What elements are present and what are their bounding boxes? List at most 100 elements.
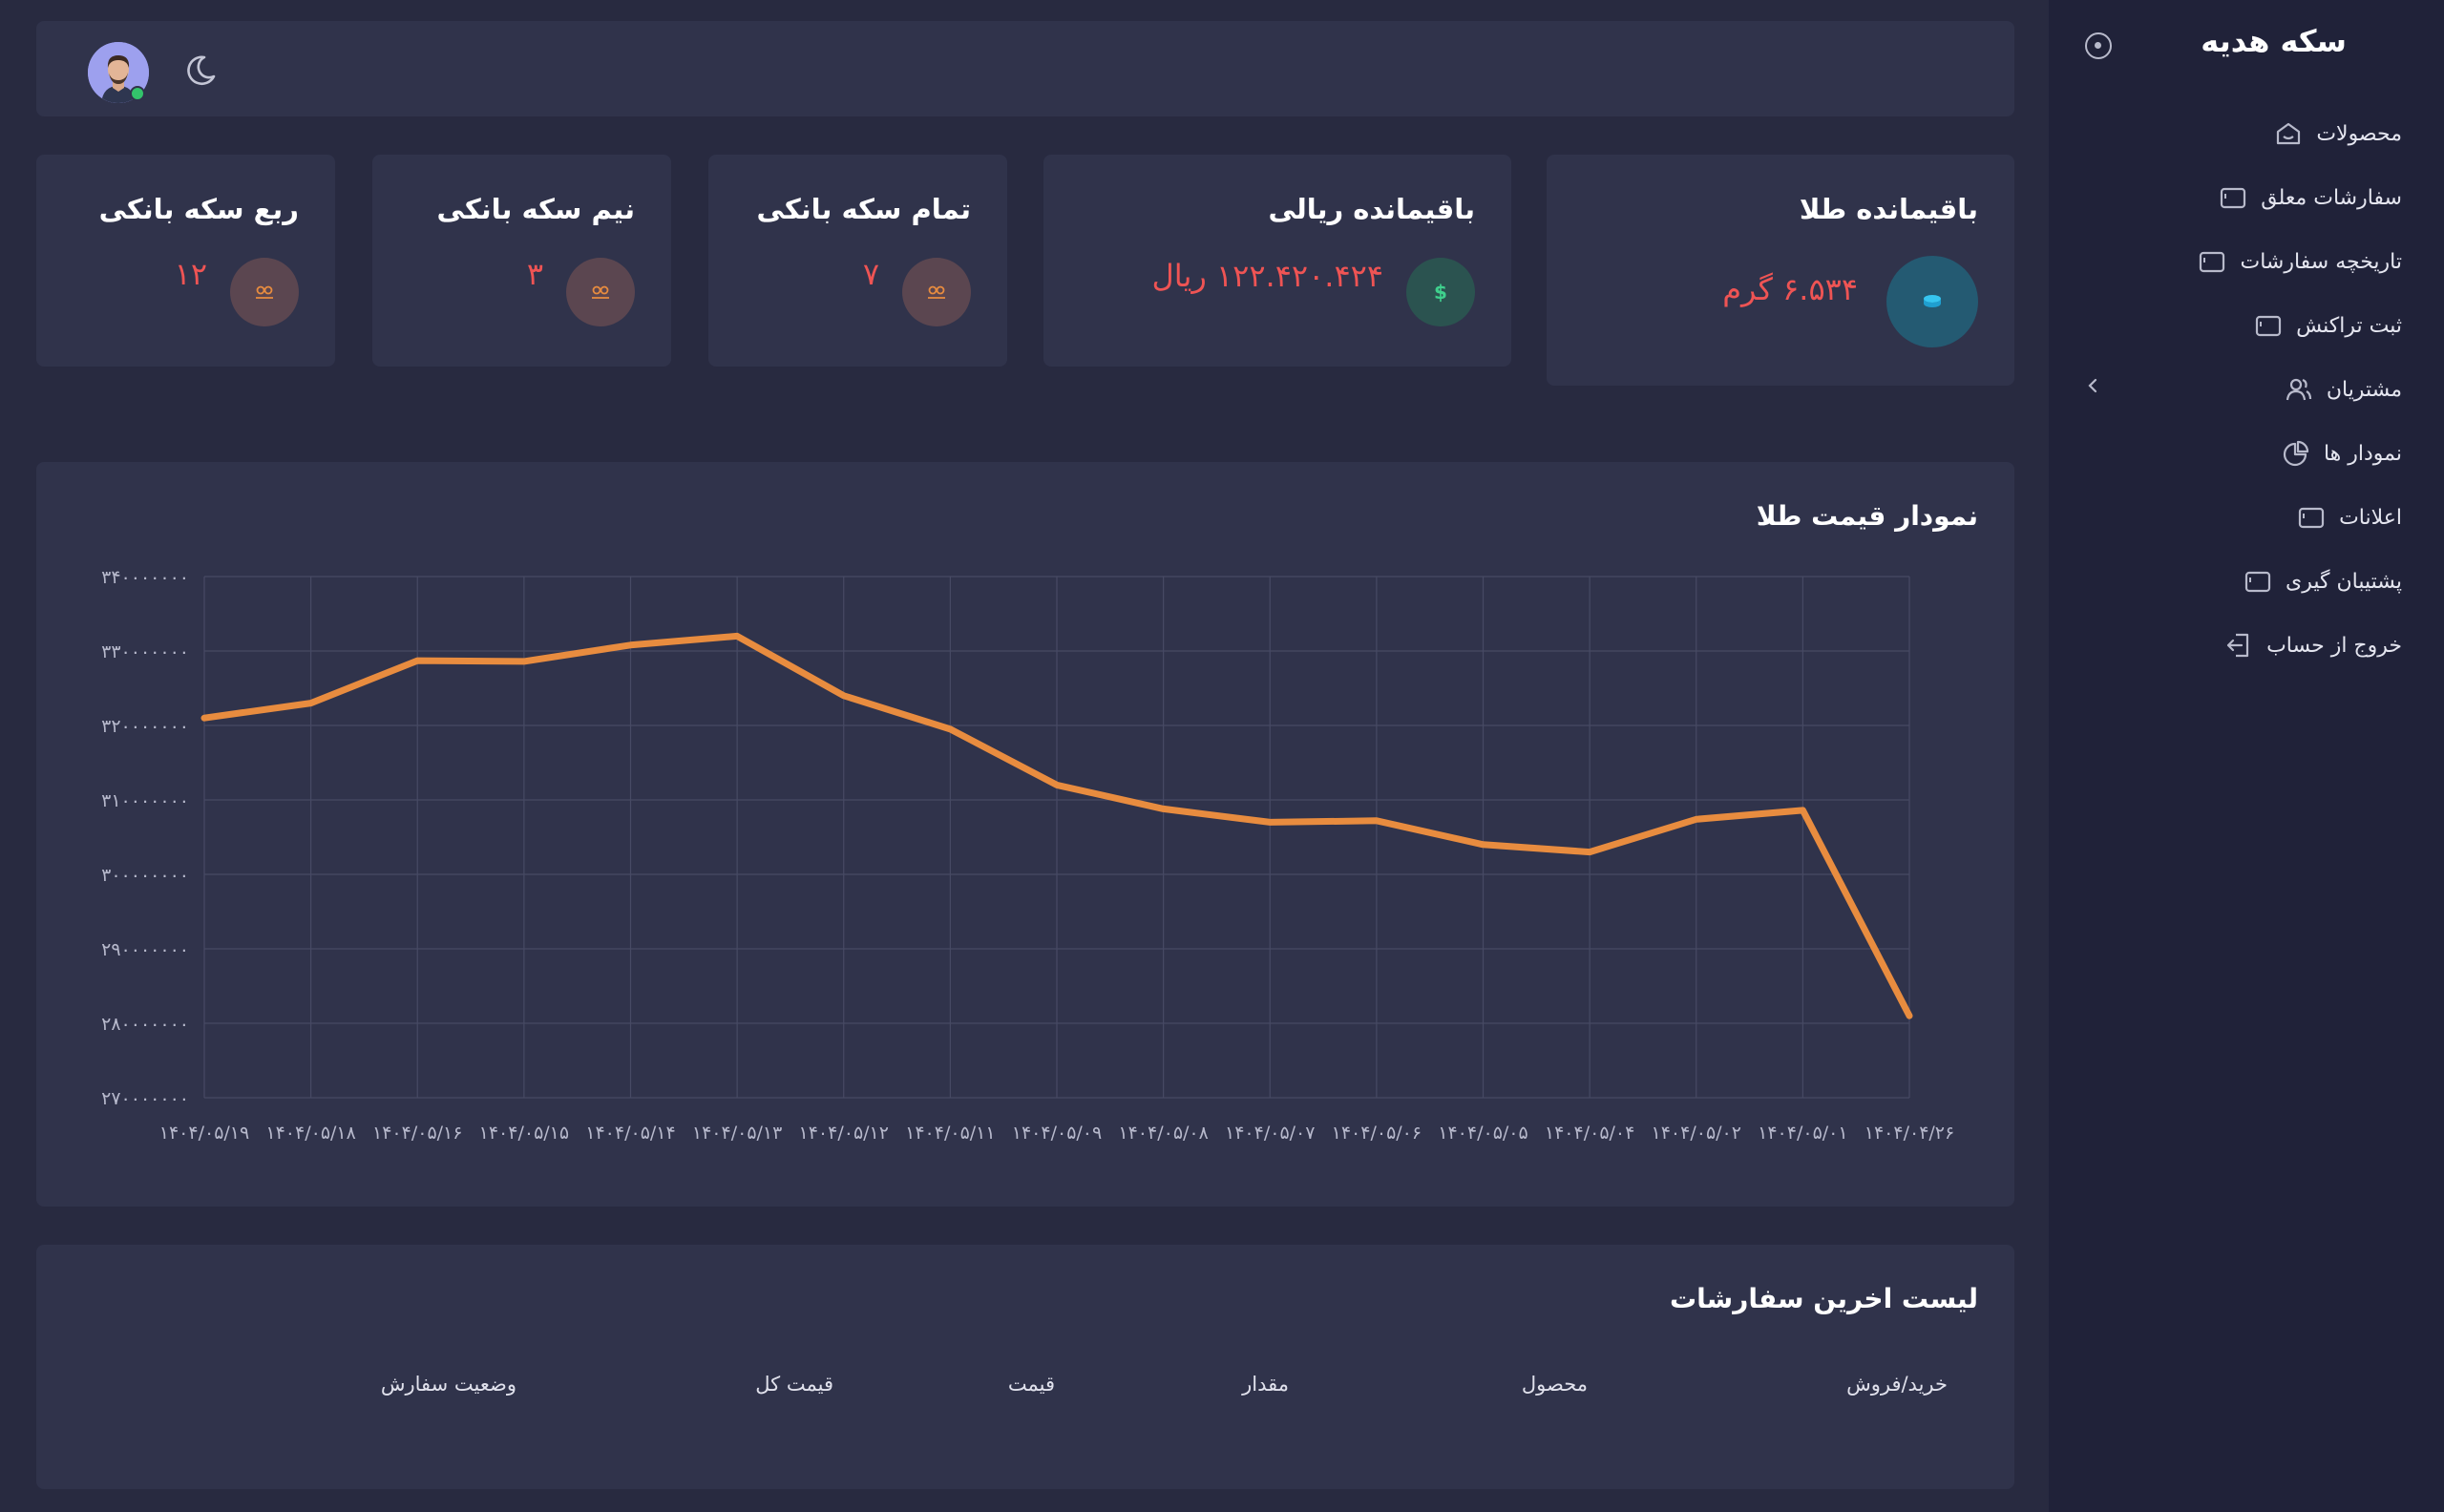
gold-price-chart-card: نمودار قیمت طلا ۳۴۰۰۰۰۰۰۰ ۳۳۰۰۰۰۰۰۰ ۳۲۰۰۰۰… (36, 462, 2014, 1207)
x-tick-label: ۱۴۰۴/۰۵/۰۶ (1332, 1123, 1422, 1144)
square-icon (2221, 187, 2246, 209)
sidebar-item-register-transaction[interactable]: ثبت تراکنش (2254, 304, 2402, 346)
x-tick-label: ۱۴۰۴/۰۴/۲۶ (1865, 1123, 1954, 1144)
stat-value: ۶.۵۳۴ گرم (1722, 271, 1858, 307)
users-icon (2286, 378, 2311, 401)
stat-title: نیم سکه بانکی (436, 193, 635, 225)
coins-icon (566, 258, 635, 326)
sidebar-item-label: اعلانات (2339, 505, 2402, 530)
chart-title: نمودار قیمت طلا (1756, 500, 1978, 532)
x-tick-label: ۱۴۰۴/۰۵/۱۶ (372, 1123, 462, 1144)
stat-value: ۱۲۲.۴۲۰.۴۲۴ ریال (1151, 258, 1383, 294)
square-icon (2255, 315, 2282, 337)
data-point (734, 633, 741, 640)
y-tick-label: ۲۷۰۰۰۰۰۰۰ (101, 1088, 189, 1109)
y-tick-label: ۳۳۰۰۰۰۰۰۰ (101, 641, 189, 662)
x-tick-label: ۱۴۰۴/۰۵/۱۹ (159, 1123, 249, 1144)
orders-title: لیست اخرین سفارشات (1670, 1283, 1978, 1314)
y-tick-label: ۳۱۰۰۰۰۰۰۰ (101, 790, 189, 811)
sidebar-item-label: سفارشات معلق (2261, 185, 2402, 210)
data-point (414, 658, 421, 664)
data-point (1267, 819, 1274, 826)
coin-icon (1886, 256, 1978, 347)
sidebar-toggle-icon[interactable] (2085, 32, 2112, 59)
stat-card-gold: باقیمانده طلا ۶.۵۳۴ گرم (1547, 155, 2014, 386)
x-tick-label: ۱۴۰۴/۰۵/۰۵ (1438, 1123, 1528, 1144)
pie-chart-icon (2283, 440, 2309, 467)
data-point (840, 692, 847, 699)
logout-icon (2226, 633, 2249, 658)
x-tick-label: ۱۴۰۴/۰۵/۰۲ (1652, 1123, 1741, 1144)
sidebar-item-logout[interactable]: خروج از حساب (2224, 624, 2402, 666)
y-tick-label: ۳۰۰۰۰۰۰۰۰ (101, 865, 189, 886)
data-point (1800, 807, 1806, 813)
sidebar-item-pending-orders[interactable]: سفارشات معلق (2219, 177, 2402, 219)
moon-icon[interactable] (181, 52, 220, 90)
data-point (307, 700, 314, 706)
dollar-icon: $ (1406, 258, 1475, 326)
y-tick-label: ۲۹۰۰۰۰۰۰۰ (101, 939, 189, 960)
data-point (1160, 806, 1167, 812)
stat-value: ۱۲ (174, 256, 207, 292)
x-tick-label: ۱۴۰۴/۰۵/۱۳ (692, 1123, 782, 1144)
sidebar: سکه هدیه محصولات سفارشات معلق تاریخچه سف… (2049, 0, 2444, 1512)
sidebar-item-label: نمودار ها (2323, 441, 2402, 466)
stat-title: تمام سکه بانکی (756, 193, 971, 225)
sidebar-item-label: پشتیبان گیری (2286, 569, 2402, 594)
stat-value: ۷ (862, 256, 879, 292)
sidebar-item-label: خروج از حساب (2266, 633, 2402, 658)
online-status-dot (130, 86, 145, 101)
x-tick-label: ۱۴۰۴/۰۵/۱۸ (265, 1123, 355, 1144)
x-tick-label: ۱۴۰۴/۰۵/۰۷ (1225, 1123, 1315, 1144)
sidebar-item-customers[interactable]: مشتریان (2285, 368, 2402, 410)
stat-title: باقیمانده ریالی (1268, 193, 1476, 225)
recent-orders-card: لیست اخرین سفارشات خرید/فروش محصول مقدار… (36, 1245, 2014, 1489)
column-header-product: محصول (1521, 1373, 1588, 1396)
x-tick-label: ۱۴۰۴/۰۵/۱۴ (585, 1123, 675, 1144)
data-point (1373, 817, 1380, 824)
square-icon (2200, 251, 2225, 273)
sidebar-item-label: محصولات (2316, 121, 2402, 146)
data-point (1054, 782, 1060, 788)
sidebar-item-products[interactable]: محصولات (2274, 113, 2402, 155)
coins-icon (902, 258, 971, 326)
y-tick-label: ۳۲۰۰۰۰۰۰۰ (101, 716, 189, 737)
x-tick-label: ۱۴۰۴/۰۵/۰۹ (1012, 1123, 1102, 1144)
data-point (947, 725, 954, 732)
stat-card-quarter-coin: ربع سکه بانکی ۱۲ (36, 155, 335, 367)
data-point (1587, 849, 1593, 855)
column-header-total-price: قیمت کل (755, 1373, 833, 1396)
data-point (1693, 816, 1699, 823)
square-icon (2298, 507, 2325, 529)
x-tick-label: ۱۴۰۴/۰۵/۰۱ (1758, 1123, 1847, 1144)
x-tick-label: ۱۴۰۴/۰۵/۰۸ (1118, 1123, 1208, 1144)
column-header-buy-sell: خرید/فروش (1846, 1373, 1948, 1396)
coins-icon (230, 258, 299, 326)
data-point (201, 715, 207, 722)
stat-card-half-coin: نیم سکه بانکی ۳ (372, 155, 671, 367)
sidebar-item-charts[interactable]: نمودار ها (2282, 432, 2402, 474)
stat-title: باقیمانده طلا (1799, 193, 1978, 225)
data-point (1907, 1013, 1912, 1019)
top-bar (36, 21, 2014, 116)
home-icon (2277, 122, 2301, 145)
column-header-order-status: وضعیت سفارش (380, 1373, 516, 1396)
column-header-price: قیمت (1007, 1373, 1055, 1396)
sidebar-item-label: مشتریان (2326, 377, 2402, 402)
x-tick-label: ۱۴۰۴/۰۵/۱۲ (799, 1123, 889, 1144)
sidebar-item-notifications[interactable]: اعلانات (2297, 496, 2402, 538)
y-tick-label: ۲۸۰۰۰۰۰۰۰ (101, 1014, 189, 1035)
x-tick-label: ۱۴۰۴/۰۵/۱۱ (905, 1123, 995, 1144)
sidebar-item-backup[interactable]: پشتیبان گیری (2244, 560, 2402, 602)
stat-card-rial: باقیمانده ریالی $ ۱۲۲.۴۲۰.۴۲۴ ریال (1043, 155, 1511, 367)
data-point (520, 658, 527, 664)
column-header-quantity: مقدار (1242, 1373, 1289, 1396)
brand-title: سکه هدیه (2201, 23, 2347, 59)
chevron-left-icon[interactable] (2081, 374, 2104, 397)
gold-price-chart: ۳۴۰۰۰۰۰۰۰ ۳۳۰۰۰۰۰۰۰ ۳۲۰۰۰۰۰۰۰ ۳۱۰۰۰۰۰۰۰ ۳۰۰۰… (101, 567, 1954, 1144)
sidebar-item-order-history[interactable]: تاریخچه سفارشات (2198, 241, 2402, 283)
stat-title: ربع سکه بانکی (98, 193, 299, 225)
sidebar-item-label: تاریخچه سفارشات (2240, 249, 2402, 274)
x-tick-label: ۱۴۰۴/۰۵/۱۵ (479, 1123, 569, 1144)
stat-card-full-coin: تمام سکه بانکی ۷ (708, 155, 1007, 367)
